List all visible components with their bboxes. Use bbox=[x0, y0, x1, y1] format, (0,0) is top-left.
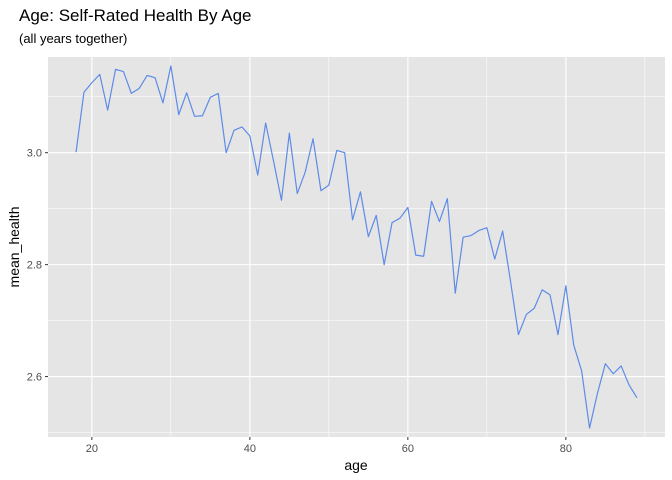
x-tick-label: 40 bbox=[244, 443, 256, 455]
y-axis-title: mean_health bbox=[6, 207, 22, 288]
y-axis: 2.6 2.8 3.0 bbox=[27, 148, 48, 384]
y-tick-label: 2.6 bbox=[27, 372, 42, 384]
x-tick-label: 20 bbox=[86, 443, 98, 455]
x-axis-title: age bbox=[344, 457, 368, 473]
series-line bbox=[75, 65, 638, 429]
chart-title: Age: Self-Rated Health By Age bbox=[19, 6, 251, 25]
chart-subtitle: (all years together) bbox=[19, 31, 127, 46]
x-tick-label: 80 bbox=[560, 443, 572, 455]
major-gridlines bbox=[48, 57, 665, 437]
x-tick-label: 60 bbox=[402, 443, 414, 455]
minor-gridlines bbox=[48, 57, 665, 437]
y-tick-label: 2.8 bbox=[27, 260, 42, 272]
plot-panel bbox=[48, 57, 665, 437]
x-axis: 20 40 60 80 bbox=[86, 437, 572, 455]
y-tick-label: 3.0 bbox=[27, 148, 42, 160]
series-layer bbox=[75, 65, 638, 429]
